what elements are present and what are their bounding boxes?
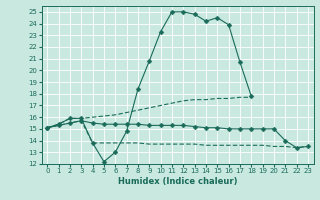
X-axis label: Humidex (Indice chaleur): Humidex (Indice chaleur) <box>118 177 237 186</box>
